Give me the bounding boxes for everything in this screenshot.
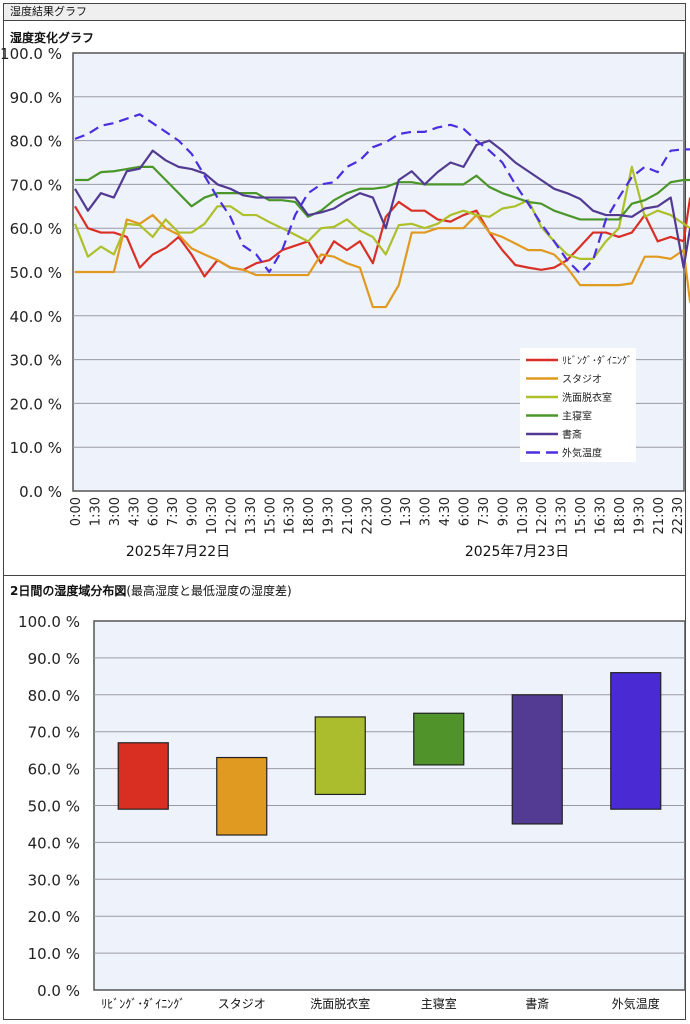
x-tick-label: 9:00: [186, 497, 201, 526]
y-tick-label: 30.0 %: [28, 871, 80, 889]
y-tick-label: 40.0 %: [28, 834, 80, 852]
y-tick-label: 10.0 %: [10, 439, 62, 457]
y-tick-label: 90.0 %: [10, 89, 62, 107]
x-tick-label: 3:00: [108, 497, 123, 526]
x-tick-label: 19:30: [632, 497, 647, 534]
range-bar: [610, 672, 662, 810]
legend-label: 洗面脱衣室: [562, 391, 612, 404]
category-label: スタジオ: [218, 997, 266, 1011]
range-bar: [117, 742, 169, 810]
x-tick-label: 4:30: [127, 497, 142, 526]
y-tick-label: 90.0 %: [28, 650, 80, 668]
x-tick-label: 7:30: [166, 497, 181, 526]
y-tick-label: 10.0 %: [28, 945, 80, 963]
x-tick-label: 7:30: [477, 497, 492, 526]
x-tick-label: 12:00: [535, 497, 550, 534]
x-tick-label: 13:30: [244, 497, 259, 534]
y-tick-label: 40.0 %: [10, 308, 62, 326]
series-line: [75, 165, 690, 221]
legend-label: 外気温度: [562, 447, 602, 460]
y-tick-label: 100.0 %: [18, 613, 80, 631]
x-tick-label: 12:00: [224, 497, 239, 534]
x-tick-label: 21:00: [652, 497, 667, 534]
category-label: ﾘﾋﾞﾝｸﾞ･ﾀﾞｲﾆﾝｸﾞ: [101, 997, 185, 1011]
y-tick-label: 30.0 %: [10, 352, 62, 370]
x-tick-label: 22:30: [671, 497, 686, 534]
x-tick-label: 10:30: [516, 497, 531, 534]
range-bar: [216, 756, 268, 836]
x-tick-label: 6:00: [147, 497, 162, 526]
x-tick-label: 9:00: [496, 497, 511, 526]
y-tick-label: 20.0 %: [10, 395, 62, 413]
legend: [520, 348, 636, 462]
legend-label: 書斎: [562, 428, 582, 441]
range-bar: [511, 694, 563, 825]
y-tick-label: 50.0 %: [28, 798, 80, 816]
series-line: [75, 213, 690, 309]
x-tick-label: 15:00: [263, 497, 278, 534]
x-tick-label: 15:00: [574, 497, 589, 534]
x-tick-label: 13:30: [555, 497, 570, 534]
y-tick-label: 20.0 %: [28, 908, 80, 926]
series-line: [74, 113, 690, 275]
x-tick-label: 16:30: [593, 497, 608, 534]
y-tick-label: 80.0 %: [10, 133, 62, 151]
line-chart-title: 湿度変化グラフ: [10, 31, 95, 45]
y-tick-label: 60.0 %: [10, 220, 62, 238]
x-tick-label: 0:00: [380, 497, 395, 526]
x-tick-label: 16:30: [283, 497, 298, 534]
range-chart-subtitle: (最高湿度と最低湿度の湿度差): [126, 584, 292, 598]
category-label: 主寝室: [421, 996, 457, 1011]
range-bar: [314, 716, 366, 796]
y-tick-label: 80.0 %: [28, 687, 80, 705]
section-divider: [3, 575, 686, 576]
y-tick-label: 0.0 %: [19, 483, 62, 501]
series-line: [74, 139, 690, 269]
category-label: 外気温度: [612, 996, 660, 1011]
y-tick-label: 100.0 %: [0, 45, 62, 63]
window-title: 湿度結果グラフ: [3, 3, 686, 21]
date-label: 2025年7月22日: [126, 544, 230, 560]
y-tick-label: 0.0 %: [37, 982, 80, 1000]
x-tick-label: 21:00: [341, 497, 356, 534]
x-tick-label: 18:00: [302, 497, 317, 534]
category-label: 洗面脱衣室: [310, 996, 370, 1011]
x-tick-label: 6:00: [458, 497, 473, 526]
date-label: 2025年7月23日: [465, 544, 569, 560]
legend-label: 主寝室: [562, 410, 592, 423]
x-tick-label: 3:00: [419, 497, 434, 526]
x-tick-label: 22:30: [360, 497, 375, 534]
x-tick-label: 18:00: [613, 497, 628, 534]
series-line: [73, 165, 690, 260]
x-tick-label: 10:30: [205, 497, 220, 534]
legend-label: ﾘﾋﾞﾝｸﾞ･ﾀﾞｲﾆﾝｸﾞ: [562, 355, 632, 367]
category-label: 書斎: [525, 996, 549, 1011]
x-tick-label: 19:30: [322, 497, 337, 534]
x-tick-label: 1:30: [88, 497, 103, 526]
x-tick-label: 1:30: [399, 497, 414, 526]
y-tick-label: 60.0 %: [28, 761, 80, 779]
humidity-line-chart: 0.0 % 10.0 % 20.0 % 30.0 % 40.0 % 50.0 % 60.0 …: [0, 45, 690, 560]
x-tick-label: 4:30: [438, 497, 453, 526]
y-tick-label: 70.0 %: [10, 176, 62, 194]
range-chart-title: 2日間の湿度域分布図(最高湿度と最低湿度の湿度差): [10, 582, 292, 599]
range-chart-title-main: 2日間の湿度域分布図: [10, 584, 127, 598]
series-line: [74, 197, 690, 278]
range-bar: [413, 712, 465, 766]
legend-label: スタジオ: [562, 374, 602, 386]
x-tick-label: 0:00: [69, 497, 84, 526]
y-tick-label: 70.0 %: [28, 724, 80, 742]
y-tick-label: 50.0 %: [10, 264, 62, 282]
